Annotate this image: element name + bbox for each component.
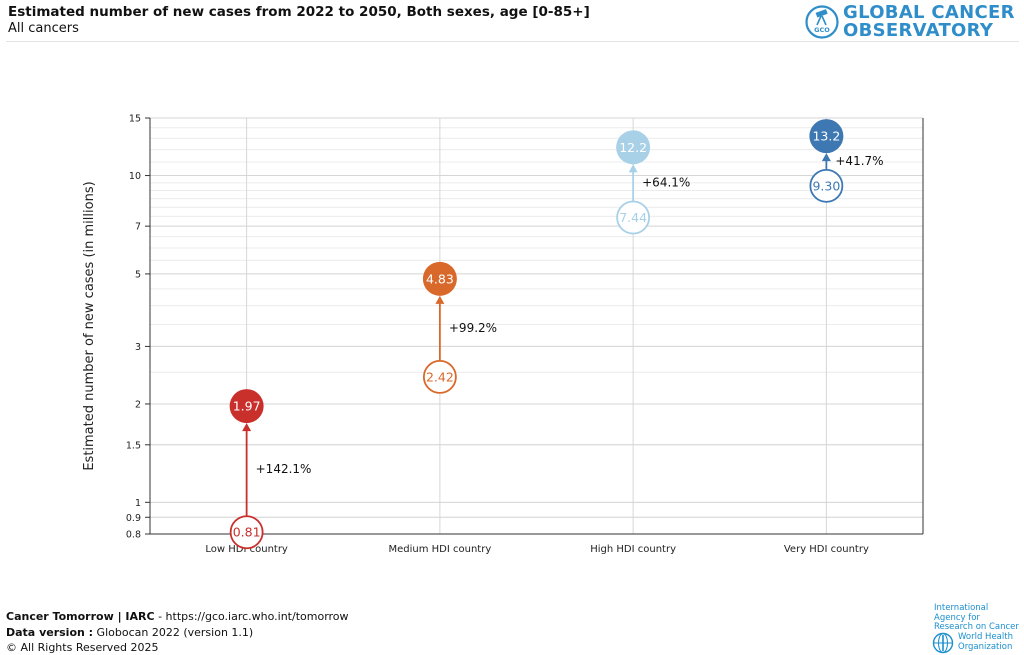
change-arrow-head <box>821 153 831 162</box>
footer-source-link[interactable]: - https://gco.iarc.who.int/tomorrow <box>154 610 349 623</box>
partner-logos: International Agency for Research on Can… <box>930 603 1020 654</box>
point-2050-label: 13.2 <box>812 129 840 144</box>
gco-logo[interactable]: GCO GLOBAL CANCER OBSERVATORY <box>805 4 1015 40</box>
change-label: +99.2% <box>449 321 497 335</box>
point-2022 <box>422 360 457 394</box>
telescope-icon: GCO <box>805 5 839 39</box>
y-tick-label: 0.9 <box>126 513 141 524</box>
change-label: +41.7% <box>835 154 883 168</box>
point-2050-label: 1.97 <box>233 399 261 414</box>
logo-badge: GCO <box>814 26 830 34</box>
y-tick-label: 0.8 <box>126 530 141 541</box>
point-2050-label: 4.83 <box>426 271 454 286</box>
chart-title: Estimated number of new cases from 2022 … <box>8 4 590 20</box>
y-tick-label: 5 <box>135 269 141 280</box>
point-2022 <box>616 200 651 235</box>
point-2022 <box>229 515 264 550</box>
y-tick-label: 1 <box>135 498 141 509</box>
footer-version-label: Data version : <box>6 626 94 639</box>
y-tick-label: 10 <box>129 171 141 182</box>
logo-line-1: GLOBAL CANCER <box>843 2 1015 23</box>
change-arrow-head <box>435 295 445 304</box>
footer-rights: © All Rights Reserved 2025 <box>6 641 159 654</box>
point-2050 <box>809 119 844 154</box>
point-2050 <box>616 130 651 165</box>
change-label: +64.1% <box>642 175 690 189</box>
x-tick-label: Very HDI country <box>784 544 869 555</box>
point-2022 <box>809 168 844 203</box>
y-axis-label: Estimated number of new cases (in millio… <box>82 181 97 470</box>
logo-line-2: OBSERVATORY <box>843 20 994 41</box>
iarc-logo-text: International Agency for Research on Can… <box>934 603 1019 632</box>
who-emblem-icon <box>932 632 954 654</box>
footer-version-value: Globocan 2022 (version 1.1) <box>93 626 254 639</box>
change-arrow-head <box>628 164 638 173</box>
who-logo-text: World Health Organization <box>958 632 1013 652</box>
x-tick-label: High HDI country <box>590 544 676 555</box>
header-divider <box>6 41 1019 42</box>
point-2022-label: 2.42 <box>426 369 454 384</box>
point-2022-label: 0.81 <box>233 525 261 540</box>
y-tick-label: 15 <box>129 114 141 125</box>
point-2050 <box>422 261 457 296</box>
y-tick-label: 7 <box>135 222 141 233</box>
logo-text: GLOBAL CANCER OBSERVATORY <box>843 4 1015 40</box>
footer-version: Data version : Globocan 2022 (version 1.… <box>6 626 253 639</box>
y-tick-label: 3 <box>135 342 141 353</box>
point-2022-label: 9.30 <box>812 178 840 193</box>
y-tick-label: 2 <box>135 399 141 410</box>
change-label: +142.1% <box>256 462 312 476</box>
x-tick-label: Low HDI country <box>205 544 288 555</box>
change-arrow-head <box>242 423 252 432</box>
y-tick-label: 1.5 <box>126 440 141 451</box>
footer-source-bold: Cancer Tomorrow | IARC <box>6 610 155 623</box>
point-2022-label: 7.44 <box>619 210 647 225</box>
point-2050 <box>229 389 264 424</box>
point-2050-label: 12.2 <box>619 140 647 155</box>
x-tick-label: Medium HDI country <box>388 544 491 555</box>
dumbbell-chart: 0.8 0.9 1 1.5 2 3 5 7 10 15 Estimated number of ne… <box>82 114 924 555</box>
chart-subtitle: All cancers <box>8 21 79 36</box>
footer-source: Cancer Tomorrow | IARC - https://gco.iar… <box>6 610 349 623</box>
